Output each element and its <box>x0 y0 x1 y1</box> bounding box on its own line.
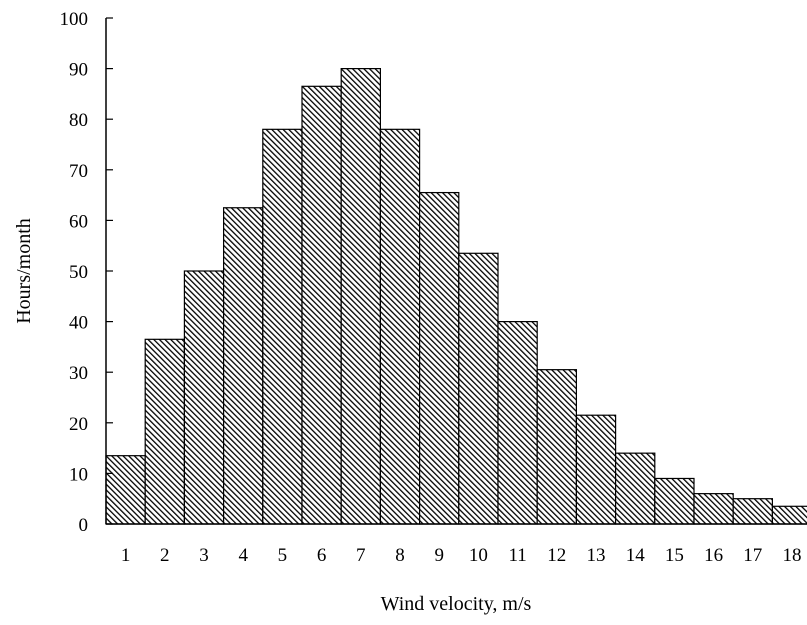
x-tick-label: 6 <box>317 545 327 566</box>
x-tick-label: 7 <box>356 545 366 566</box>
y-tick-label: 60 <box>69 211 88 232</box>
x-tick-label: 9 <box>434 545 444 566</box>
y-tick-label: 30 <box>69 363 88 384</box>
x-tick-label: 16 <box>704 545 723 566</box>
x-tick-label: 13 <box>587 545 606 566</box>
bar-14 <box>614 452 656 525</box>
bar-5 <box>262 128 303 525</box>
y-tick-label: 90 <box>69 60 88 81</box>
bar-16 <box>693 493 734 525</box>
bar-1 <box>105 455 146 525</box>
y-tick-label: 0 <box>79 515 89 536</box>
y-axis-label: Hours/month <box>13 218 35 324</box>
bar-3 <box>183 270 225 525</box>
bar-4 <box>223 207 264 525</box>
y-tick-label: 50 <box>69 262 88 283</box>
bar-15 <box>654 477 695 525</box>
x-tick-label: 17 <box>743 545 762 566</box>
bar-18 <box>771 505 807 525</box>
y-axis-ticks: 0 10 20 30 40 50 60 70 80 90 100 <box>60 9 113 536</box>
bar-13 <box>575 414 617 525</box>
y-tick-label: 40 <box>69 313 88 334</box>
bar-series <box>105 67 807 525</box>
x-tick-label: 3 <box>199 545 209 566</box>
x-tick-label: 12 <box>547 545 566 566</box>
x-tick-label: 5 <box>278 545 288 566</box>
x-tick-label: 11 <box>508 545 526 566</box>
y-tick-label: 80 <box>69 110 88 131</box>
bar-11 <box>497 321 538 525</box>
bar-2 <box>144 338 185 525</box>
y-tick-label: 70 <box>69 161 88 182</box>
bar-9 <box>419 191 460 525</box>
x-tick-label: 1 <box>121 545 131 566</box>
y-tick-label: 20 <box>69 414 88 435</box>
bar-7 <box>340 67 382 525</box>
x-tick-label: 15 <box>665 545 684 566</box>
bar-12 <box>536 369 578 525</box>
x-tick-label: 14 <box>626 545 646 566</box>
y-tick-label: 100 <box>60 9 89 30</box>
x-tick-label: 10 <box>469 545 488 566</box>
x-tick-label: 18 <box>783 545 802 566</box>
x-tick-label: 2 <box>160 545 170 566</box>
bar-17 <box>732 498 774 525</box>
x-axis-ticks: 1 2 3 4 5 6 7 8 9 10 11 12 13 14 15 16 17 18 <box>121 545 802 566</box>
y-tick-label: 10 <box>69 464 88 485</box>
bar-8 <box>379 128 421 525</box>
x-tick-label: 8 <box>395 545 405 566</box>
bar-10 <box>458 252 499 525</box>
x-axis-label: Wind velocity, m/s <box>381 593 532 615</box>
bar-6 <box>301 85 342 525</box>
x-tick-label: 4 <box>238 545 248 566</box>
